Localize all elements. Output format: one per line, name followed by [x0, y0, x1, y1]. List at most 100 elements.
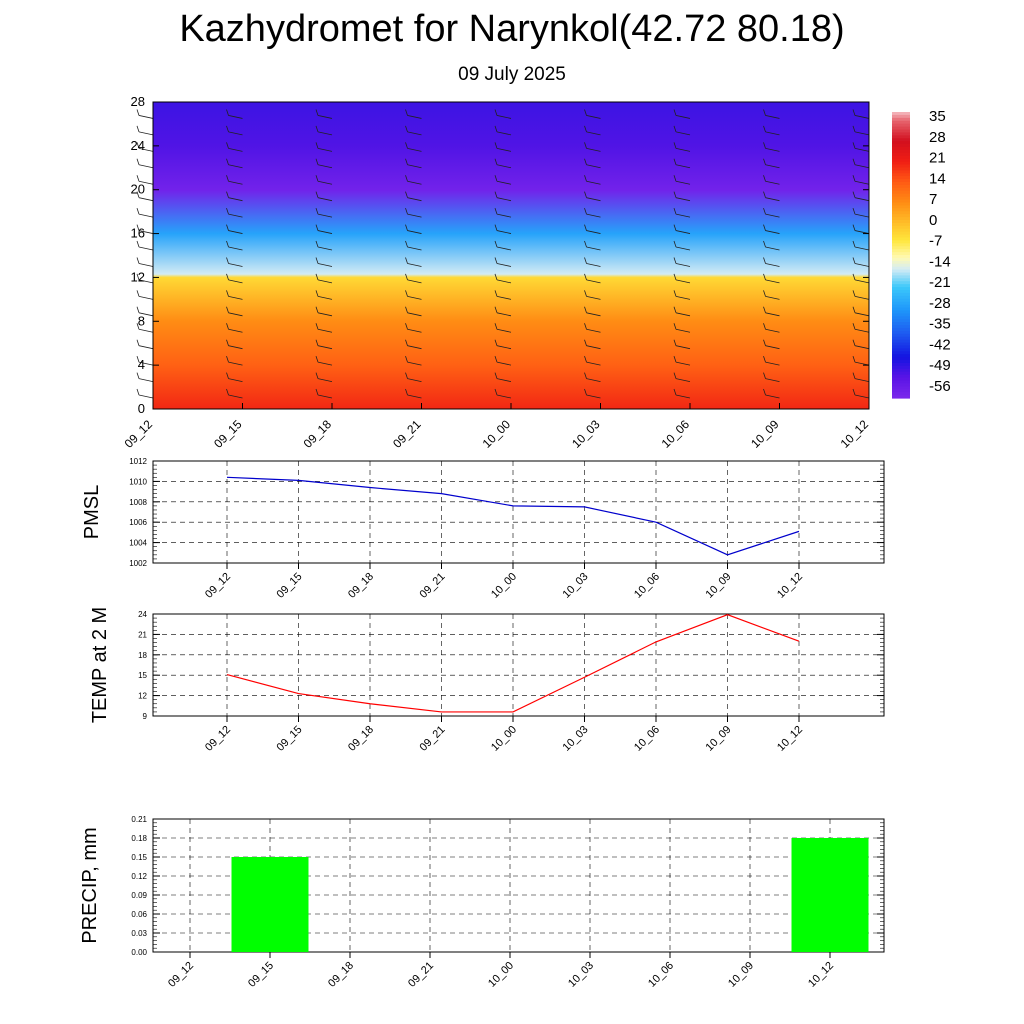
wind-barb — [226, 388, 243, 399]
colorbar-cell — [892, 336, 910, 341]
y-axis-label: PMSL — [81, 485, 103, 539]
colorbar-label: -28 — [929, 295, 951, 312]
wind-barb — [584, 125, 601, 136]
colorbar-cell — [892, 158, 910, 163]
wind-barb — [763, 290, 780, 300]
x-tick-label: 10_09 — [704, 571, 734, 601]
colorbar-cell — [892, 132, 910, 136]
plot-frame — [152, 613, 885, 717]
colorbar-cell — [892, 202, 910, 206]
y-tick-label: 1010 — [129, 477, 147, 486]
wind-barb — [852, 323, 870, 333]
wind-barb — [136, 323, 154, 333]
wind-barb — [584, 339, 601, 350]
wind-barb — [315, 224, 333, 234]
colorbar-cell — [892, 144, 910, 148]
colorbar-cell — [892, 240, 910, 244]
x-tick-label: 09_21 — [406, 960, 436, 990]
x-tick-label: 10_09 — [748, 417, 782, 451]
colorbar-cell — [892, 281, 910, 285]
colorbar-cell — [892, 243, 910, 247]
wind-barb — [226, 175, 243, 185]
colorbar-cell — [892, 383, 910, 387]
wind-barb — [405, 191, 422, 202]
colorbar-cell — [892, 199, 910, 204]
colorbar-cell — [892, 231, 910, 236]
colorbar-label: -7 — [929, 233, 942, 250]
colorbar-cell — [892, 225, 910, 230]
wind-barb — [405, 290, 422, 300]
wind-barb — [136, 158, 154, 169]
colorbar-cell — [892, 316, 910, 320]
wind-barb — [315, 240, 333, 251]
wind-barb — [136, 224, 154, 234]
colorbar-cell — [892, 272, 910, 277]
x-tick-label: 10_03 — [566, 960, 596, 990]
colorbar-cell — [892, 263, 910, 268]
y-tick-label: 21 — [138, 630, 147, 639]
colorbar-label: -35 — [929, 316, 951, 333]
colorbar-cell — [892, 193, 910, 198]
wind-barb — [584, 273, 601, 284]
x-tick-label: 09_21 — [390, 417, 424, 451]
wind-barb — [405, 372, 422, 382]
colorbar-label: 21 — [929, 150, 946, 167]
y-tick-label: 1002 — [129, 559, 147, 568]
colorbar-cell — [892, 342, 910, 347]
colorbar-cell — [892, 362, 910, 367]
wind-barb — [673, 191, 691, 202]
wind-barbs — [136, 109, 870, 399]
colorbar-cell — [892, 395, 910, 399]
colorbar-cell — [892, 205, 910, 209]
wind-barb — [136, 109, 154, 119]
temp-panel: 9 12 15 18 21 24 09_12 09_15 09_18 09_21 10_00 10_0… — [89, 607, 885, 754]
colorbar-cell — [892, 266, 910, 271]
colorbar-cell — [892, 234, 910, 239]
colorbar-cell — [892, 252, 910, 256]
y-tick-label: 0.21 — [131, 815, 147, 824]
wind-barb — [494, 306, 512, 317]
wind-barb — [494, 388, 512, 399]
wind-barb — [584, 240, 601, 251]
wind-barb — [763, 372, 780, 382]
wind-barb — [584, 388, 601, 399]
colorbar-cell — [892, 333, 910, 338]
wind-barb — [763, 207, 780, 218]
colorbar-cell — [892, 351, 910, 355]
wind-barb — [673, 356, 691, 366]
wind-barb — [584, 372, 601, 382]
colorbar-cell — [892, 249, 910, 253]
colorbar-cell — [892, 313, 910, 317]
wind-barb — [584, 207, 601, 218]
colorbar-cell — [892, 190, 910, 195]
colorbar-cell — [892, 255, 910, 259]
y-tick-label: 0.18 — [131, 834, 147, 843]
heatmap-field — [153, 102, 869, 409]
x-tick-label: 10_12 — [806, 960, 836, 990]
wind-barb — [584, 109, 601, 119]
colorbar-cell — [892, 138, 910, 142]
wind-barb — [226, 191, 243, 202]
x-tick-label: 09_18 — [346, 571, 376, 601]
x-tick-label: 10_12 — [775, 724, 805, 754]
colorbar-cell — [892, 117, 910, 122]
colorbar-cell — [892, 114, 910, 119]
wind-barb — [136, 207, 154, 218]
colorbar-cell — [892, 298, 910, 303]
wind-barb — [852, 273, 870, 284]
wind-barb — [136, 306, 154, 317]
colorbar-cell — [892, 275, 910, 279]
colorbar-cell — [892, 386, 910, 390]
colorbar-cell — [892, 292, 910, 297]
wind-barb — [405, 257, 422, 267]
colorbar-cell — [892, 325, 910, 329]
wind-barb — [494, 224, 512, 234]
y-tick-label: 0.03 — [131, 929, 147, 938]
x-tick-label: 09_18 — [301, 417, 335, 451]
y-tick-label: 1004 — [129, 539, 147, 548]
colorbar-cell — [892, 365, 910, 370]
wind-barb — [226, 323, 243, 333]
wind-barb — [315, 125, 333, 136]
colorbar-cell — [892, 327, 910, 332]
colorbar-cell — [892, 182, 910, 186]
